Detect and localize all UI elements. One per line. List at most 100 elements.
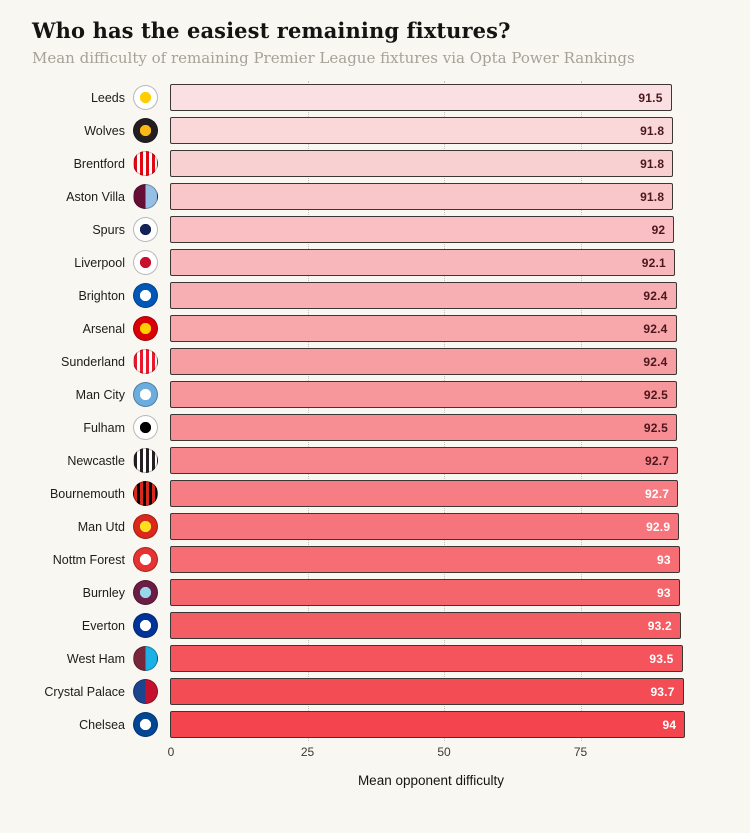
chart-row: Bournemouth 92.7 — [30, 477, 720, 510]
x-axis-label: Mean opponent difficulty — [357, 773, 505, 788]
team-label: West Ham — [66, 651, 125, 666]
chart-row: Spurs 92 — [30, 213, 720, 246]
difficulty-bar: 92.5 — [170, 381, 678, 408]
chart-row: Aston Villa 91.8 — [30, 180, 720, 213]
team-crest-icon — [133, 217, 158, 242]
difficulty-bar: 92.5 — [170, 414, 678, 441]
team-crest-icon — [133, 349, 158, 374]
difficulty-bar: 91.8 — [170, 183, 674, 210]
gridline-25 — [307, 81, 309, 741]
bar-track: 92.9 — [170, 513, 720, 540]
team-crest-icon — [133, 448, 158, 473]
chart-row: Everton 93.2 — [30, 609, 720, 642]
team-label: Arsenal — [82, 321, 125, 336]
chart-row: Brentford 91.8 — [30, 147, 720, 180]
bar-track: 92.5 — [170, 381, 720, 408]
bar-value-label: 93.2 — [647, 618, 672, 633]
difficulty-bar: 91.8 — [170, 117, 674, 144]
bar-value-label: 92.7 — [644, 453, 670, 468]
gridline-50 — [444, 81, 445, 741]
bar-track: 93 — [170, 546, 720, 573]
chart-row: Brighton 92.4 — [30, 279, 720, 312]
team-label: Man City — [75, 387, 125, 402]
bar-value-label: 91.8 — [640, 156, 665, 171]
x-tick-label: 75 — [573, 745, 588, 759]
bar-track: 92.4 — [170, 315, 720, 342]
team-crest-icon — [133, 184, 158, 209]
bar-track: 93.2 — [170, 612, 720, 639]
team-crest-icon — [133, 415, 158, 440]
chart-row: Fulham 92.5 — [30, 411, 720, 444]
bar-value-label: 93 — [657, 585, 671, 600]
difficulty-bar: 94 — [170, 711, 686, 738]
team-label: Sunderland — [61, 354, 125, 369]
bar-value-label: 92.5 — [643, 420, 669, 435]
bar-track: 91.8 — [170, 183, 720, 210]
x-tick-label: 50 — [437, 745, 451, 759]
bar-value-label: 92 — [651, 222, 666, 237]
difficulty-bar: 93 — [170, 579, 680, 606]
team-crest-icon — [133, 514, 158, 539]
chart-row: Man Utd 92.9 — [30, 510, 720, 543]
bar-value-label: 92.7 — [644, 486, 670, 501]
bar-value-label: 91.5 — [638, 90, 663, 105]
difficulty-bar: 92.4 — [170, 282, 677, 309]
bar-track: 92.1 — [170, 249, 720, 276]
bar-track: 92 — [170, 216, 720, 243]
bar-track: 92.4 — [170, 348, 720, 375]
team-crest-icon — [133, 646, 158, 671]
bar-value-label: 92.9 — [646, 519, 671, 534]
bar-track: 92.4 — [170, 282, 720, 309]
difficulty-bar: 92.1 — [170, 249, 675, 276]
bar-track: 94 — [170, 711, 720, 738]
team-label: Man Utd — [77, 519, 125, 534]
bar-track: 91.8 — [170, 117, 720, 144]
difficulty-bar: 92.9 — [170, 513, 680, 540]
chart-rows: Leeds 91.5 Wolves 91.8 Brentford 91.8 As… — [30, 81, 720, 741]
chart-title: Who has the easiest remaining fixtures? — [32, 18, 511, 43]
x-tick-label: 25 — [300, 745, 315, 759]
bar-track: 93 — [170, 579, 720, 606]
team-label: Brighton — [78, 288, 125, 303]
bar-track: 92.7 — [170, 447, 720, 474]
bar-value-label: 92.1 — [641, 255, 666, 270]
difficulty-bar: 93.2 — [170, 612, 681, 639]
team-crest-icon — [133, 613, 158, 638]
bar-value-label: 92.4 — [643, 321, 668, 336]
team-crest-icon — [133, 151, 158, 176]
chart-row: Wolves 91.8 — [30, 114, 720, 147]
chart-row: Burnley 93 — [30, 576, 720, 609]
difficulty-bar: 92.4 — [170, 315, 677, 342]
team-label: Spurs — [92, 222, 125, 237]
chart-card: Who has the easiest remaining fixtures? … — [30, 18, 720, 788]
bar-track: 91.5 — [170, 84, 720, 111]
team-label: Fulham — [83, 420, 125, 435]
bar-value-label: 92.4 — [643, 354, 668, 369]
chart-row: Nottm Forest 93 — [30, 543, 720, 576]
team-label: Nottm Forest — [52, 552, 125, 567]
x-axis: 0 25 50 75 — [167, 745, 690, 765]
bar-value-label: 92.4 — [643, 288, 668, 303]
chart-row: Liverpool 92.1 — [30, 246, 720, 279]
difficulty-bar: 93.5 — [170, 645, 683, 672]
team-label: Wolves — [84, 123, 125, 138]
chart-subtitle: Mean difficulty of remaining Premier Lea… — [32, 49, 635, 67]
chart-row: Man City 92.5 — [30, 378, 720, 411]
difficulty-bar: 91.8 — [170, 150, 674, 177]
team-crest-icon — [133, 316, 158, 341]
team-label: Burnley — [82, 585, 125, 600]
difficulty-bar: 92.7 — [170, 480, 679, 507]
team-label: Chelsea — [79, 717, 125, 732]
team-label: Brentford — [73, 156, 125, 171]
team-label: Bournemouth — [49, 486, 125, 501]
bar-value-label: 91.8 — [640, 189, 665, 204]
x-tick-label: 0 — [167, 745, 175, 759]
bar-track: 93.5 — [170, 645, 720, 672]
chart-row: Sunderland 92.4 — [30, 345, 720, 378]
team-label: Crystal Palace — [44, 684, 125, 699]
bar-track: 93.7 — [170, 678, 720, 705]
bar-value-label: 93.7 — [650, 684, 675, 699]
team-crest-icon — [133, 250, 158, 275]
team-label: Leeds — [90, 90, 125, 105]
bar-value-label: 93.5 — [649, 651, 674, 666]
